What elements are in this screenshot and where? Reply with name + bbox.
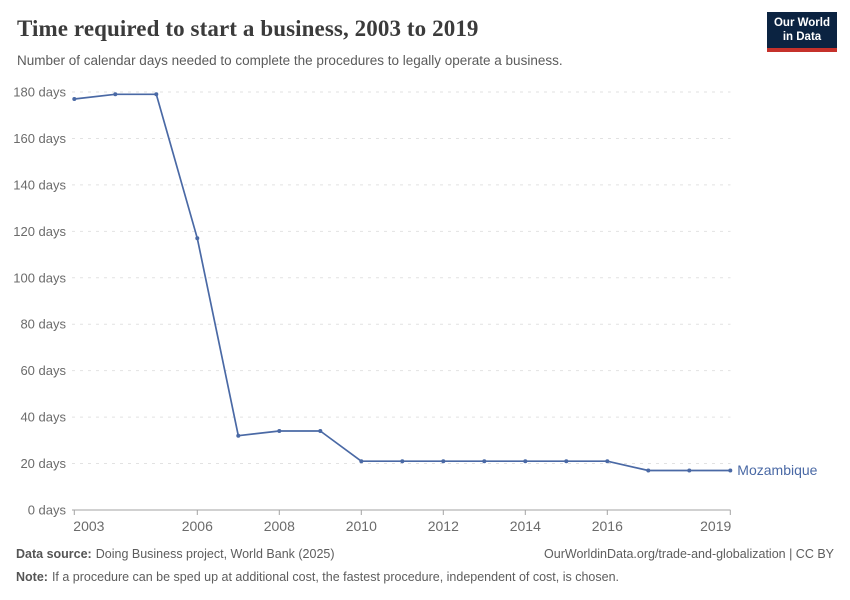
- chart-title: Time required to start a business, 2003 …: [17, 16, 479, 41]
- x-tick-label: 2008: [264, 518, 295, 534]
- chart-note: Note: If a procedure can be sped up at ad…: [16, 569, 834, 585]
- data-point: [523, 459, 528, 464]
- x-tick-label: 2019: [700, 518, 731, 534]
- x-tick-label: 2014: [510, 518, 541, 534]
- data-point: [441, 459, 446, 464]
- data-point: [154, 92, 159, 97]
- x-tick-label: 2010: [346, 518, 377, 534]
- data-point: [482, 459, 487, 464]
- y-tick-label: 160 days: [13, 131, 66, 146]
- line-chart: 0 days 20 days 40 days 60 days 80 days 100 da…: [13, 85, 817, 535]
- chart-footer: Data source: Doing Business project, Worl…: [16, 546, 834, 586]
- data-source-label: Data source:: [16, 547, 92, 561]
- owid-logo-line2: in Data: [782, 30, 822, 43]
- data-point: [72, 97, 77, 101]
- x-tick-label: 2003: [73, 518, 104, 534]
- data-point: [236, 433, 241, 438]
- x-tick-label: 2012: [428, 518, 459, 534]
- owid-logo-line1: Our World: [773, 17, 830, 29]
- data-point: [687, 468, 692, 473]
- y-tick-label: 180 days: [13, 85, 66, 100]
- data-point: [400, 459, 405, 464]
- data-point: [605, 459, 610, 464]
- data-point: [359, 459, 364, 464]
- chart-subtitle: Number of calendar days needed to comple…: [17, 52, 563, 68]
- y-tick-label: 0 days: [28, 503, 67, 518]
- y-tick-label: 120 days: [13, 224, 66, 239]
- x-tick-label: 2006: [182, 518, 213, 534]
- data-point: [277, 429, 282, 433]
- data-point: [318, 429, 323, 433]
- owid-logo: Our World in Data: [767, 12, 837, 53]
- data-point: [646, 468, 651, 473]
- y-tick-label: 100 days: [13, 270, 66, 285]
- chart-header: Time required to start a business, 2003 …: [17, 15, 750, 70]
- y-tick-label: 140 days: [13, 177, 66, 192]
- data-source-text: Doing Business project, World Bank (2025…: [95, 547, 335, 561]
- x-tick-label: 2016: [592, 518, 623, 534]
- data-point: [113, 92, 118, 97]
- y-tick-label: 60 days: [20, 363, 66, 378]
- note-label: Note:: [16, 570, 48, 585]
- series-label: Mozambique: [737, 462, 817, 478]
- data-point: [728, 468, 733, 473]
- data-source: Data source: Doing Business project, Worl…: [16, 546, 335, 562]
- y-tick-label: 80 days: [20, 317, 66, 332]
- attribution-url: OurWorldinData.org/trade-and-globalizati…: [544, 547, 834, 561]
- data-point: [564, 459, 569, 464]
- series-line: [73, 93, 732, 472]
- note-text: If a procedure can be sped up at additio…: [51, 570, 619, 585]
- data-point: [195, 236, 200, 241]
- y-tick-label: 40 days: [20, 410, 66, 425]
- y-tick-label: 20 days: [20, 456, 66, 471]
